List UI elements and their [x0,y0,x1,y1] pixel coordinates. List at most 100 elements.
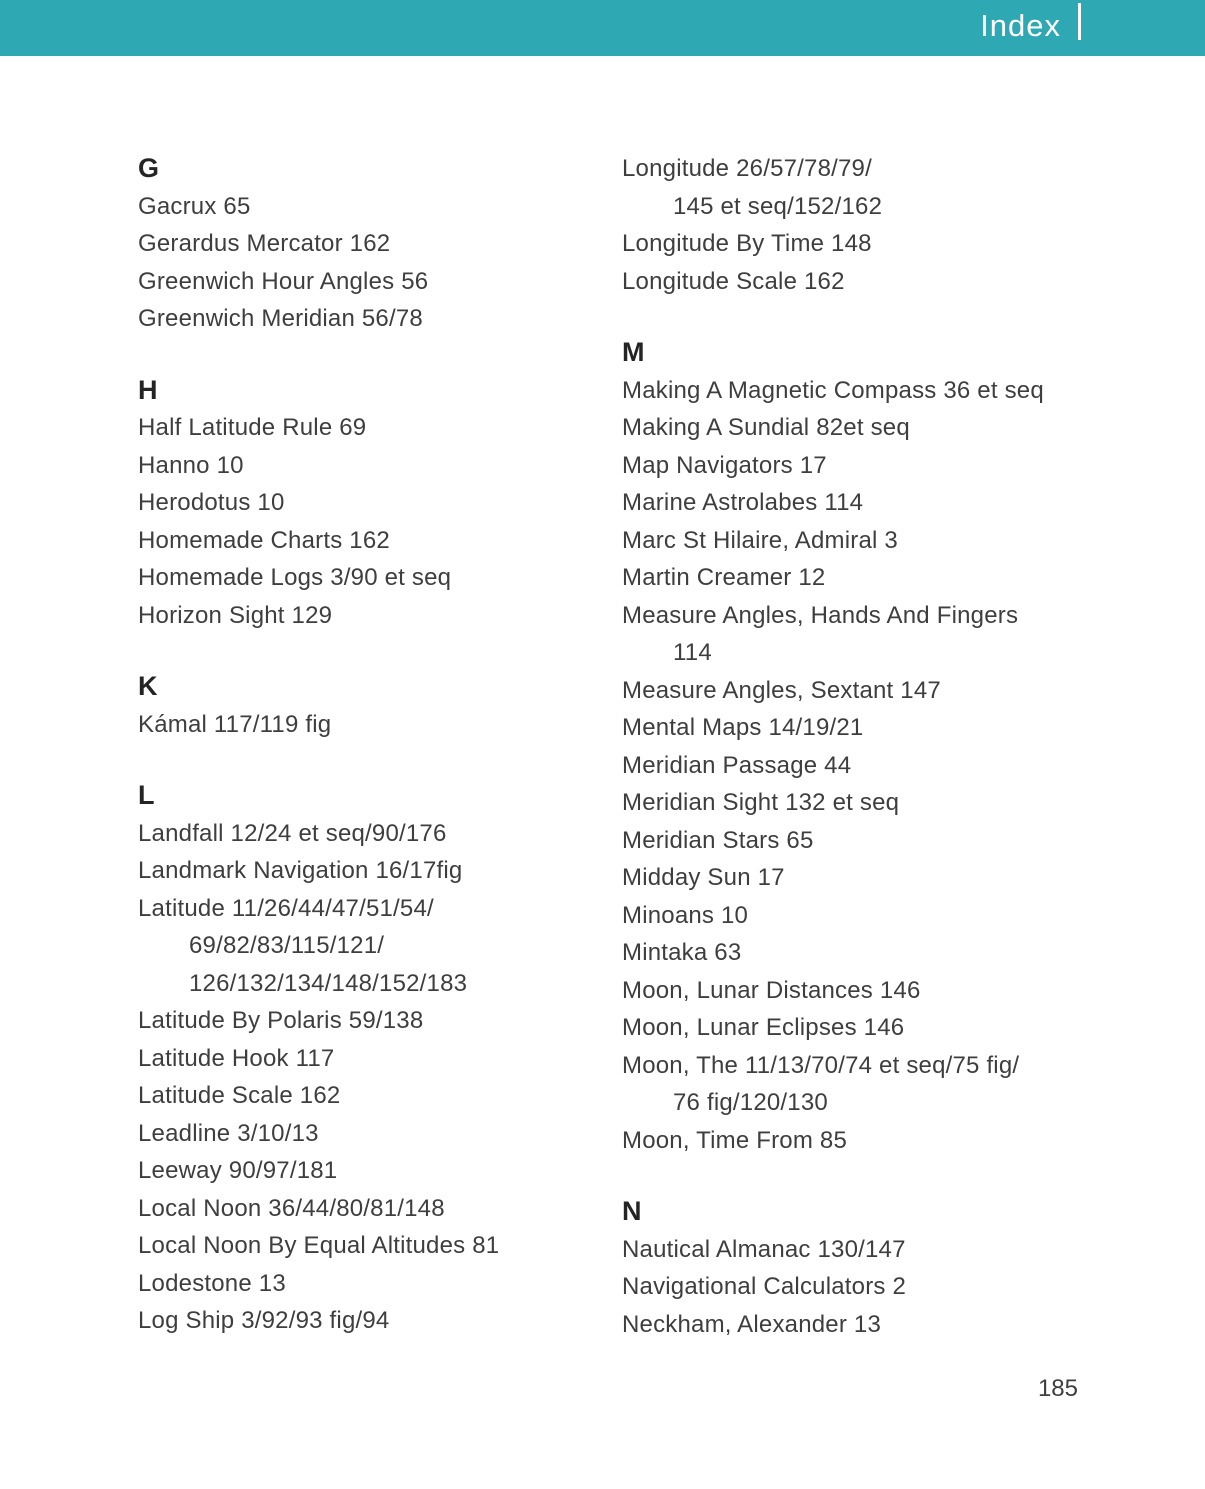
index-entry-line: Homemade Charts 162 [138,526,390,554]
index-entry: Leeway 90/97/181 [138,1152,608,1190]
index-entry: Midday Sun 17 [622,859,1102,897]
index-entry-continuation: 76 fig/120/130 [673,1089,828,1116]
index-entry-line: Mintaka 63 [622,939,742,966]
index-entry: Mental Maps 14/19/21 [622,709,1102,747]
index-entry-line: Gerardus Mercator 162 [138,230,391,257]
index-entry: Moon, Lunar Eclipses 146 [622,1009,1102,1047]
index-entry: Moon, Lunar Distances 146 [622,972,1102,1010]
index-entry: Neckham, Alexander 13 [622,1306,1102,1344]
index-entry-line: Martin Creamer 12 [622,564,826,591]
index-entry: Marc St Hilaire, Admiral 3 [622,522,1102,560]
index-entry-continuation: 69/82/83/115/121/ [189,932,385,959]
index-entry: Longitude By Time 148 [622,225,1102,263]
index-entry: Moon, Time From 85 [622,1122,1102,1160]
section-heading: L [138,780,155,810]
index-entry: Map Navigators 17 [622,447,1102,485]
index-section-k: K Kámal 117/119 fig [138,668,608,743]
index-section-n: N Nautical Almanac 130/147 Navigational Ca… [622,1193,1102,1343]
index-entry: Herodotus 10 [138,484,608,522]
index-entry-line: Moon, Time From 85 [622,1126,848,1154]
index-entry-line: Navigational Calculators 2 [622,1273,907,1300]
index-entry-line: Leeway 90/97/181 [138,1157,338,1184]
index-entry: Longitude 26/57/78/79/145 et seq/152/162 [622,150,1102,225]
section-heading: N [622,1196,642,1226]
index-entry-line: Landmark Navigation 16/17fig [138,857,463,884]
index-entry: Measure Angles, Sextant 147 [622,672,1102,710]
index-entry-line: Greenwich Meridian 56/78 [138,305,423,332]
index-entry: Moon, The 11/13/70/74 et seq/75 fig/76 f… [622,1047,1102,1122]
index-entry: Leadline 3/10/13 [138,1115,608,1153]
index-section-g: G Gacrux 65 Gerardus Mercator 162 Greenwich… [138,150,608,338]
index-entry-line: Log Ship 3/92/93 fig/94 [138,1307,390,1334]
index-entry-line: Making A Sundial 82et seq [622,414,910,441]
index-section-l: L Landfall 12/24 et seq/90/176 Landmark Na… [138,777,608,1340]
index-section-continued: Longitude 26/57/78/79/145 et seq/152/162… [622,150,1102,300]
index-entry-line: Making A Magnetic Compass 36 et seq [622,376,1044,404]
index-entry-line: Herodotus 10 [138,489,285,516]
index-entry: Gacrux 65 [138,188,608,226]
index-entry-line: Leadline 3/10/13 [138,1119,319,1147]
index-entry: Making A Magnetic Compass 36 et seq [622,372,1102,410]
index-entry-line: Longitude By Time 148 [622,230,872,257]
index-entry-line: Latitude 11/26/44/47/51/54/ [138,894,434,922]
index-entry-line: Minoans 10 [622,901,749,929]
index-entry: Latitude Hook 117 [138,1040,608,1078]
index-entry-line: Longitude 26/57/78/79/ [622,155,872,182]
section-heading: H [138,374,158,405]
index-entry: Homemade Logs 3/90 et seq [138,559,608,597]
index-entry: Longitude Scale 162 [622,263,1102,301]
index-entry-line: Landfall 12/24 et seq/90/176 [138,819,447,847]
index-entry: Minoans 10 [622,897,1102,935]
index-entry: Marine Astrolabes 114 [622,484,1102,522]
section-heading: K [138,671,158,701]
index-entry-line: Gacrux 65 [138,192,251,220]
index-entry-line: Latitude Scale 162 [138,1082,341,1109]
index-entry-line: Meridian Stars 65 [622,826,814,854]
index-entry-line: Midday Sun 17 [622,864,785,891]
index-entry-line: Marine Astrolabes 114 [622,489,864,516]
index-section-h: H Half Latitude Rule 69 Hanno 10 Herodotus … [138,372,608,635]
page-title: Index [980,8,1061,43]
index-entry-line: Greenwich Hour Angles 56 [138,267,429,295]
index-entry: Martin Creamer 12 [622,559,1102,597]
index-entry-line: Homemade Logs 3/90 et seq [138,564,452,591]
index-entry: Greenwich Hour Angles 56 [138,263,608,301]
index-entry: Nautical Almanac 130/147 [622,1231,1102,1269]
index-entry: Meridian Passage 44 [622,747,1102,785]
index-entry-line: Meridian Passage 44 [622,751,852,779]
index-entry-line: Measure Angles, Hands And Fingers [622,601,1019,629]
index-entry-line: Half Latitude Rule 69 [138,414,367,441]
index-entry-continuation: 145 et seq/152/162 [673,192,883,220]
index-entry-line: Moon, Lunar Eclipses 146 [622,1014,905,1041]
index-entry: Navigational Calculators 2 [622,1268,1102,1306]
index-entry: Meridian Sight 132 et seq [622,784,1102,822]
index-entry: Log Ship 3/92/93 fig/94 [138,1302,608,1340]
index-entry-line: Kámal 117/119 fig [138,710,332,738]
index-column-right: Longitude 26/57/78/79/145 et seq/152/162… [622,150,1102,1343]
index-entry: Mintaka 63 [622,934,1102,972]
index-entry-line: Marc St Hilaire, Admiral 3 [622,526,898,554]
index-entry: Hanno 10 [138,447,608,485]
index-entry-line: Nautical Almanac 130/147 [622,1235,906,1263]
index-entry-line: Local Noon By Equal Altitudes 81 [138,1232,500,1259]
index-entry-line: Moon, Lunar Distances 146 [622,976,921,1004]
index-entry-line: Meridian Sight 132 et seq [622,789,900,816]
index-entry-continuation: 114 [673,639,712,666]
index-entry-line: Moon, The 11/13/70/74 et seq/75 fig/ [622,1051,1020,1079]
index-entry-line: Neckham, Alexander 13 [622,1310,882,1338]
index-entry: Latitude Scale 162 [138,1077,608,1115]
index-entry: Greenwich Meridian 56/78 [138,300,608,338]
index-entry: Kámal 117/119 fig [138,706,608,744]
index-entry-line: Latitude By Polaris 59/138 [138,1007,424,1034]
index-entry: Meridian Stars 65 [622,822,1102,860]
header-divider [1078,3,1081,40]
index-entry-line: Horizon Sight 129 [138,601,333,629]
index-section-m: M Making A Magnetic Compass 36 et seq Maki… [622,334,1102,1159]
page-number: 185 [1037,1375,1078,1402]
index-entry: Horizon Sight 129 [138,597,608,635]
index-entry: Making A Sundial 82et seq [622,409,1102,447]
index-entry: Local Noon By Equal Altitudes 81 [138,1227,608,1265]
index-entry-continuation: 126/132/134/148/152/183 [189,969,468,997]
index-entry: Lodestone 13 [138,1265,608,1303]
index-entry-line: Mental Maps 14/19/21 [622,714,864,741]
